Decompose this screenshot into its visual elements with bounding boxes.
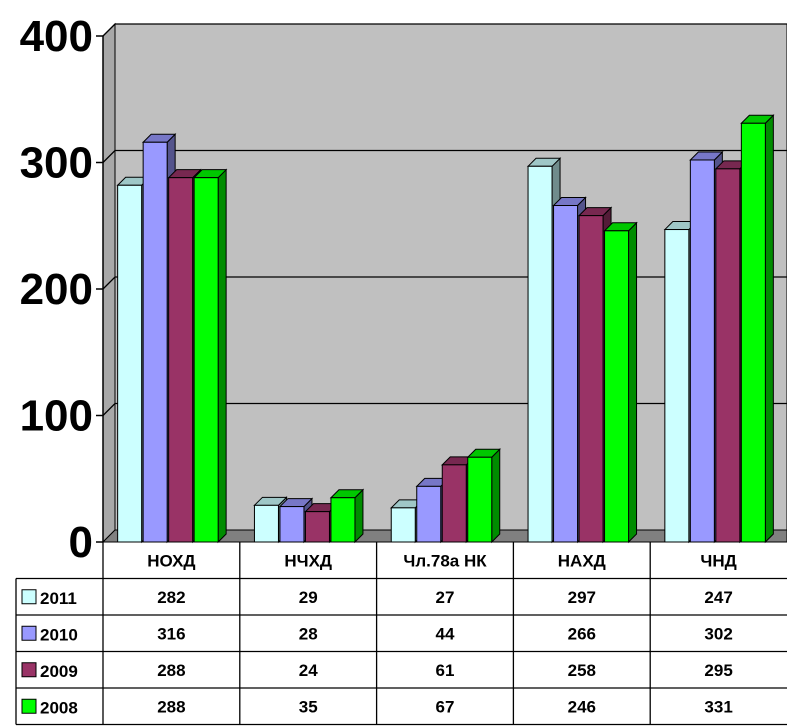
bar-front [117,184,143,543]
legend-entry: 2009 [21,662,78,681]
data-label: 28 [299,624,318,643]
data-label: 67 [436,697,455,716]
bar [466,448,501,544]
legend-entry: 2011 [21,589,77,608]
bar-front [689,159,715,543]
data-label: 29 [299,588,318,607]
bar-front [304,511,330,543]
x-tick-label: Чл.78а НК [403,551,487,570]
bar-front [467,456,493,543]
bar [603,221,638,544]
x-tick-label: ЧНД [700,551,736,570]
data-label: 282 [157,588,185,607]
data-label: 246 [568,697,596,716]
data-label: 297 [568,588,596,607]
legend-swatch [21,698,37,714]
bar [192,168,228,544]
data-label: 44 [436,624,455,643]
bars [116,114,775,544]
bar-front [279,506,305,543]
y-tick-label: 200 [20,265,93,314]
bar-side [354,488,364,544]
bar-front [553,205,579,543]
legend-swatch [21,662,37,678]
y-tick-label: 0 [69,518,93,567]
gridline [102,149,787,163]
bar-side [628,221,638,544]
legend-entry: 2010 [21,625,78,644]
legend-label: 2008 [40,698,78,717]
data-label: 295 [704,661,732,680]
bar [329,488,365,544]
data-label: 302 [704,624,732,643]
bar-side [491,448,501,544]
data-label: 24 [299,661,318,680]
bar-front [168,177,194,543]
bar-front [441,464,467,543]
data-label: 288 [157,697,185,716]
data-table: НОХД НЧХД Чл.78а НК НАХД ЧНД 2011 282 29 27 297 24… [15,542,787,726]
x-tick-label: НОХД [147,551,195,570]
legend-swatch [21,589,37,605]
x-tick-label: НЧХД [284,551,332,570]
bar-front [253,504,279,543]
bar-front [740,122,766,543]
bar-front [604,230,630,543]
legend-label: 2009 [40,662,78,681]
legend-label: 2011 [40,589,77,608]
data-label: 247 [704,588,732,607]
bar-front [578,215,604,543]
data-label: 266 [568,624,596,643]
gridline [102,23,787,37]
y-axis: 0 100 200 300 400 [20,12,104,567]
bar [526,157,562,544]
legend-entry: 2008 [21,698,78,717]
data-label: 27 [436,588,455,607]
y-tick-label: 300 [20,139,93,188]
bar-front [527,165,553,543]
bar [740,114,775,544]
bar-front [330,497,356,543]
bar-front [664,229,690,543]
data-label: 61 [436,661,455,680]
bar-side [217,168,227,544]
bar-front [193,177,219,543]
data-label: 258 [568,661,596,680]
bar-front [416,485,442,543]
data-label: 288 [157,661,185,680]
x-tick-label: НАХД [558,551,606,570]
data-label: 331 [704,697,732,716]
data-label: 35 [299,697,318,716]
bar-front [715,168,741,543]
legend-swatch [21,625,37,641]
legend-label: 2010 [40,625,78,644]
bar-side [764,114,774,544]
y-tick-label: 400 [20,12,93,61]
bar-front [142,141,168,543]
y-tick-label: 100 [20,392,93,441]
bar-front [390,507,416,543]
data-label: 316 [157,624,185,643]
